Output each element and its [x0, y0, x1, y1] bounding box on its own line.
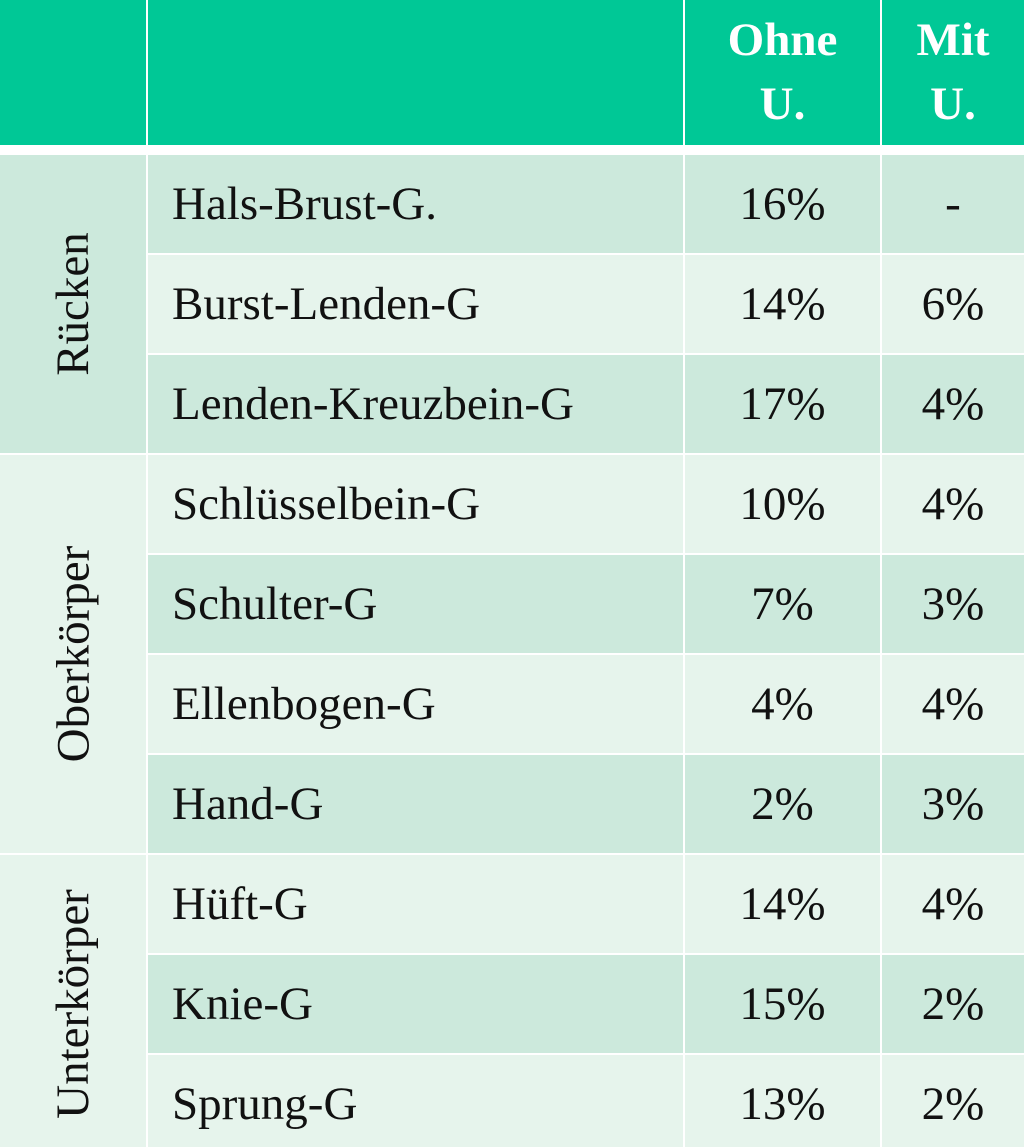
value-ohne-text: 15% [739, 978, 826, 1030]
group-label-text: Unterkörper [47, 889, 99, 1119]
group-label: Oberkörper [0, 455, 146, 853]
value-ohne-text: 2% [751, 778, 814, 830]
value-mit-text: 2% [921, 978, 985, 1030]
value-ohne: 14% [685, 855, 880, 953]
row-name-text: Schlüsselbein-G [172, 478, 481, 530]
row-name-text: Schulter-G [172, 578, 378, 630]
row-name-text: Knie-G [172, 978, 313, 1030]
value-mit: 3% [882, 755, 1024, 853]
header-cell: Mit U. [882, 0, 1024, 145]
value-ohne-text: 16% [739, 178, 826, 230]
value-mit-text: 3% [921, 578, 985, 630]
row-name: Sprung-G [148, 1055, 683, 1147]
value-ohne: 2% [685, 755, 880, 853]
group-label: Unterkörper [0, 855, 146, 1147]
value-mit-text: 4% [921, 878, 985, 930]
value-mit: 6% [882, 255, 1024, 353]
value-ohne-text: 7% [751, 578, 814, 630]
row-name-text: Hand-G [172, 778, 324, 830]
value-ohne: 4% [685, 655, 880, 753]
row-name: Knie-G [148, 955, 683, 1053]
row-name-text: Hals-Brust-G. [172, 178, 437, 230]
value-mit: 4% [882, 355, 1024, 453]
value-mit-text: - [945, 178, 961, 230]
header-cell [148, 0, 683, 145]
header-cell-text: Ohne U. [727, 14, 838, 130]
row-name-text: Sprung-G [172, 1078, 358, 1130]
row-name-text: Ellenbogen-G [172, 678, 436, 730]
value-ohne-text: 13% [739, 1078, 826, 1130]
value-ohne-text: 14% [739, 278, 826, 330]
group-label: Rücken [0, 155, 146, 453]
value-mit: 4% [882, 855, 1024, 953]
value-ohne: 17% [685, 355, 880, 453]
value-mit-text: 4% [921, 478, 985, 530]
value-ohne: 13% [685, 1055, 880, 1147]
value-ohne: 10% [685, 455, 880, 553]
row-name-text: Hüft-G [172, 878, 308, 930]
value-ohne-text: 10% [739, 478, 826, 530]
value-mit-text: 2% [921, 1078, 985, 1130]
value-mit-text: 4% [921, 678, 985, 730]
header-cell-text: Mit U. [916, 14, 990, 130]
value-mit-text: 3% [921, 778, 985, 830]
value-mit: 4% [882, 655, 1024, 753]
value-mit: - [882, 155, 1024, 253]
header-cell [0, 0, 146, 145]
row-name-text: Lenden-Kreuzbein-G [172, 378, 574, 430]
row-name: Lenden-Kreuzbein-G [148, 355, 683, 453]
row-name: Burst-Lenden-G [148, 255, 683, 353]
value-mit: 2% [882, 955, 1024, 1053]
group-label-text: Rücken [46, 232, 99, 376]
row-name: Schulter-G [148, 555, 683, 653]
value-ohne: 7% [685, 555, 880, 653]
value-ohne: 15% [685, 955, 880, 1053]
row-name: Schlüsselbein-G [148, 455, 683, 553]
value-ohne: 16% [685, 155, 880, 253]
row-name: Hüft-G [148, 855, 683, 953]
row-name: Ellenbogen-G [148, 655, 683, 753]
value-ohne-text: 17% [739, 378, 826, 430]
row-name: Hals-Brust-G. [148, 155, 683, 253]
value-ohne-text: 14% [739, 878, 826, 930]
value-mit: 2% [882, 1055, 1024, 1147]
header-cell: Ohne U. [685, 0, 880, 145]
value-mit: 4% [882, 455, 1024, 553]
value-ohne-text: 4% [751, 678, 814, 730]
value-mit-text: 4% [921, 378, 985, 430]
value-mit-text: 6% [921, 278, 985, 330]
row-name: Hand-G [148, 755, 683, 853]
value-mit: 3% [882, 555, 1024, 653]
value-ohne: 14% [685, 255, 880, 353]
row-name-text: Burst-Lenden-G [172, 278, 481, 330]
group-label-text: Oberkörper [47, 545, 99, 763]
